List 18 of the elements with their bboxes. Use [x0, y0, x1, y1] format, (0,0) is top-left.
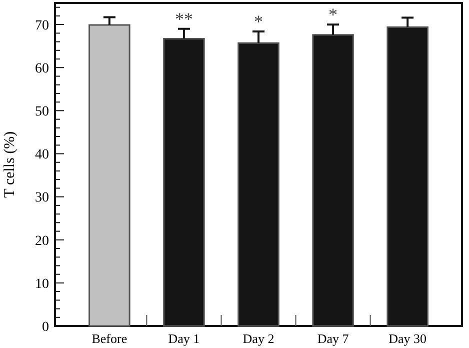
y-tick-label: 20 — [35, 234, 49, 249]
y-tick-label: 60 — [35, 62, 49, 76]
x-tick-label: Before — [92, 331, 128, 346]
annotation: ** — [174, 8, 193, 29]
y-axis-title: T cells (%) — [2, 131, 18, 198]
x-tick-label: Day 30 — [388, 331, 427, 346]
y-tick-label: 30 — [35, 190, 49, 206]
y-tick-label: 10 — [35, 276, 49, 292]
annotation: * — [254, 11, 263, 32]
x-tick-label: Day 2 — [242, 331, 274, 346]
annotation: * — [328, 4, 338, 25]
y-tick-label: 40 — [35, 148, 49, 163]
x-tick-label: Day 7 — [317, 331, 350, 346]
y-tick-label: 0 — [42, 320, 49, 335]
x-tick-label: Day 1 — [168, 331, 200, 346]
y-tick-label: 70 — [35, 18, 49, 34]
bar — [88, 24, 130, 327]
y-tick-label: 50 — [35, 104, 49, 120]
